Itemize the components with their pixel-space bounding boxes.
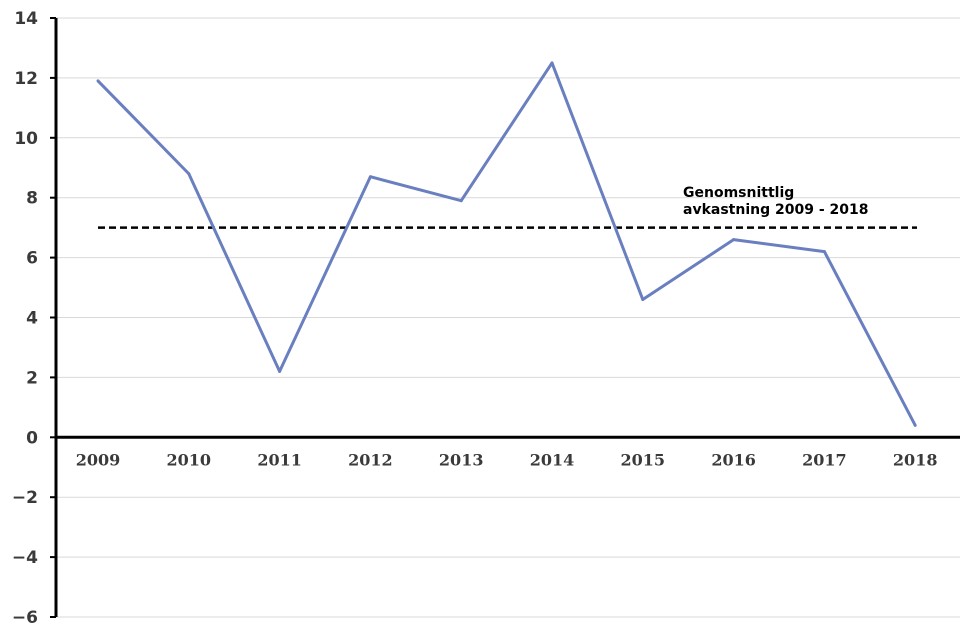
data-point [550,61,554,65]
y-tick-label: 8 [26,189,38,209]
x-tick-label: 2016 [711,450,756,469]
data-point [368,175,372,179]
y-tick-label: 4 [26,309,38,329]
x-tick-label: 2013 [439,450,484,469]
y-tick-label: 6 [26,249,38,269]
x-tick-label: 2011 [257,450,302,469]
x-tick-label: 2014 [530,450,575,469]
axes [50,17,960,618]
data-point [913,423,917,427]
y-tick-label: 12 [14,69,38,89]
y-tick-label: 2 [26,368,38,388]
x-tick-label: 2012 [348,450,393,469]
data-point [96,79,100,83]
data-point [278,369,282,373]
data-point [459,199,463,203]
series-lines [96,61,917,427]
data-point [732,238,736,242]
x-tick-label: 2010 [167,450,212,469]
gridlines [56,17,960,618]
reference-label-line-1: Genomsnittlig [683,185,794,201]
y-tick-label: −4 [12,548,38,568]
series-line [96,61,917,427]
y-tick-labels: 14 12 10 8 6 4 2 0 −2 −4 −6 [12,9,38,628]
data-point [187,172,191,176]
x-tick-labels: 2009 2010 2011 2012 2013 2014 2015 2016 2017 2018 [76,450,938,469]
x-tick-label: 2018 [893,450,938,469]
x-tick-label: 2015 [621,450,666,469]
x-tick-label: 2017 [802,450,847,469]
y-tick-label: 10 [14,129,38,149]
y-tick-label: 0 [26,428,38,448]
data-point [822,250,826,254]
x-tick-label: 2009 [76,450,121,469]
y-tick-label: 14 [14,9,38,29]
reference-line-label: Genomsnittlig avkastning 2009 - 2018 [683,185,868,218]
reference-label-line-2: avkastning 2009 - 2018 [683,202,868,218]
y-tick-label: −6 [12,608,38,628]
y-tick-label: −2 [12,488,38,508]
data-point [641,298,645,302]
